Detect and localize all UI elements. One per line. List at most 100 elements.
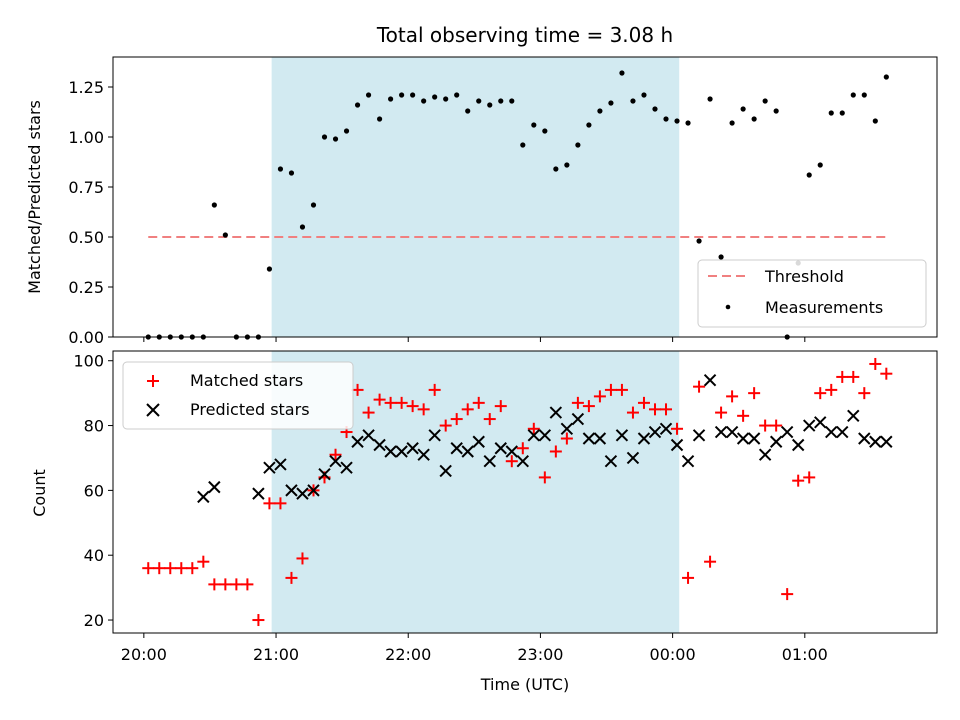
predicted-star-point (604, 454, 618, 468)
predicted-star-point (858, 432, 871, 445)
measurement-point (663, 116, 669, 122)
measurement-point (465, 108, 471, 114)
matched-star-point (847, 370, 860, 383)
measurement-point (652, 106, 658, 112)
matched-star-point (671, 422, 684, 435)
matched-star-point (472, 396, 485, 409)
predicted-star-point (483, 454, 496, 468)
legend-threshold-label: Threshold (764, 267, 844, 286)
matched-star-point (483, 413, 496, 426)
count-panel: 20 40 60 80 100 20:00 21:00 22:00 23:00 00:00 01:… (30, 350, 938, 694)
legend-matched-swatch (147, 375, 159, 387)
matched-star-point (693, 380, 706, 393)
measurement-point (332, 136, 339, 142)
measurement-point (354, 102, 361, 108)
measurement-point (872, 118, 878, 124)
matched-star-point (219, 578, 232, 591)
predicted-star-point (494, 442, 507, 455)
matched-star-point (715, 406, 728, 419)
measurement-point (861, 92, 867, 98)
measurement-point (288, 170, 295, 176)
predicted-stars-points (197, 373, 893, 504)
measurement-point (630, 98, 636, 104)
predicted-star-point (825, 425, 838, 439)
x-axis-label: Time (UTC) (480, 675, 569, 694)
measurement-point (564, 162, 570, 168)
measurement-point (817, 162, 823, 168)
predicted-star-point (560, 422, 574, 436)
matched-star-point (582, 400, 595, 413)
measurement-point (773, 108, 779, 114)
predicted-star-point (461, 445, 474, 458)
y-tick-label: 80 (84, 417, 104, 436)
measurement-point (751, 116, 757, 122)
matched-star-point (252, 614, 265, 627)
matched-star-point (781, 588, 794, 601)
y-tick-label: 40 (84, 546, 104, 565)
matched-star-point (836, 370, 849, 383)
measurement-point (399, 92, 405, 98)
ratio-y-ticks: 0.00 0.25 0.50 0.75 1.00 1.25 (68, 78, 113, 347)
predicted-star-point (615, 429, 629, 442)
matched-star-point (395, 396, 408, 409)
legend-measurement-swatch (725, 304, 731, 310)
predicted-star-point (725, 425, 739, 439)
measurement-point (321, 134, 328, 140)
measurement-point (443, 96, 449, 102)
measurement-point (608, 100, 614, 106)
matched-star-point (362, 406, 375, 419)
predicted-star-point (351, 435, 364, 448)
x-tick-label: 22:00 (385, 645, 431, 664)
matched-star-point (351, 383, 364, 396)
predicted-star-point (384, 445, 397, 458)
count-x-ticks: 20:00 21:00 22:00 23:00 00:00 01:00 (121, 633, 828, 664)
measurement-point (729, 120, 735, 126)
measurement-point (498, 98, 504, 104)
matched-star-point (208, 578, 221, 591)
count-y-ticks: 20 40 60 80 100 (73, 352, 113, 630)
matched-star-point (770, 419, 783, 432)
legend-measurements-label: Measurements (765, 298, 883, 317)
legend-predicted-swatch (146, 403, 160, 417)
predicted-star-point (285, 484, 298, 497)
predicted-star-point (681, 454, 695, 468)
measurement-points (145, 70, 889, 340)
predicted-star-point (571, 412, 585, 426)
legend-predicted-label: Predicted stars (190, 400, 310, 419)
predicted-star-point (670, 438, 684, 452)
count-axes-frame (112, 350, 938, 634)
matched-star-point (792, 474, 805, 487)
ratio-legend: Threshold Measurements (697, 259, 927, 328)
matched-star-point (593, 390, 606, 403)
measurement-point (641, 92, 647, 98)
matched-star-point (880, 367, 893, 380)
matched-star-point (417, 403, 430, 416)
measurement-point (597, 108, 603, 114)
matched-star-point (604, 383, 617, 396)
y-tick-label: 20 (84, 611, 104, 630)
matched-star-point (461, 403, 474, 416)
predicted-star-point (208, 480, 221, 494)
x-tick-label: 23:00 (517, 645, 563, 664)
measurement-point (828, 110, 834, 116)
matched-star-point (241, 578, 254, 591)
measurement-point (762, 98, 768, 104)
matched-star-point (869, 357, 882, 370)
predicted-star-point (626, 451, 640, 465)
measurement-point (531, 122, 537, 128)
measurement-point (707, 96, 713, 102)
matched-star-point (726, 390, 739, 403)
matched-star-point (660, 403, 673, 416)
measurement-point (211, 202, 217, 208)
count-y-axis-label: Count (30, 469, 49, 517)
predicted-star-point (780, 425, 794, 439)
predicted-star-point (803, 419, 816, 432)
matched-stars-points (142, 357, 893, 627)
matched-star-point (615, 383, 628, 396)
measurement-point (586, 122, 592, 128)
matched-star-point (637, 396, 650, 409)
legend-matched-label: Matched stars (190, 371, 303, 390)
measurement-point (553, 166, 559, 172)
matched-star-point (516, 442, 529, 455)
